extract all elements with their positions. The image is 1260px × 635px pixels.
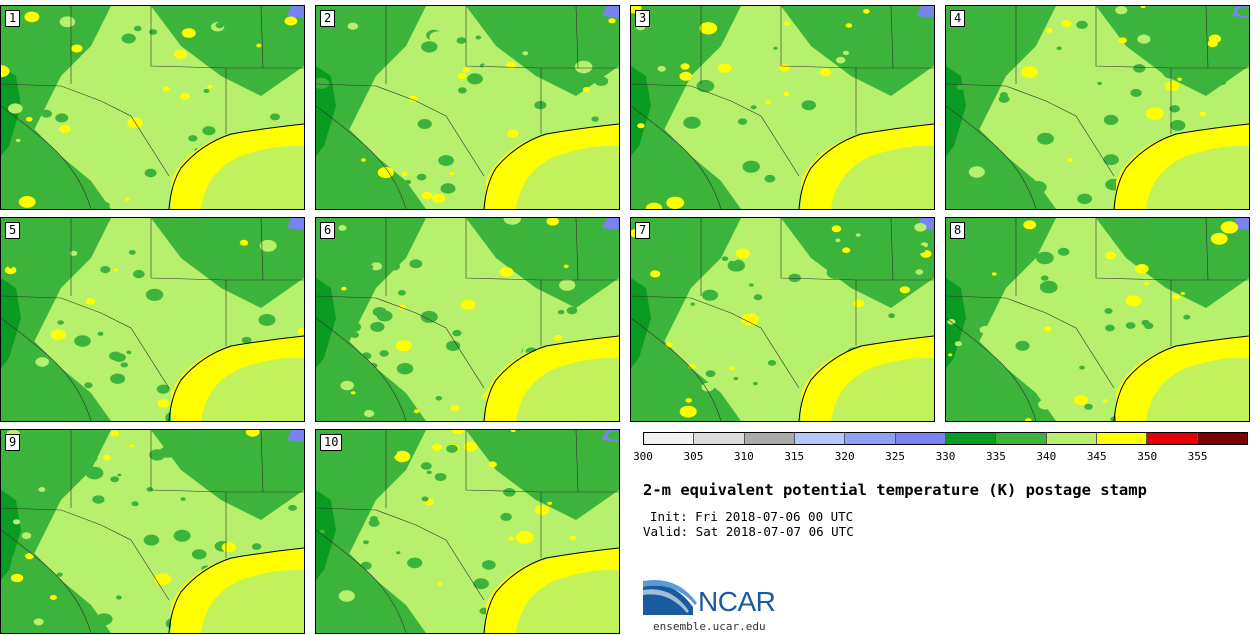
valid-time: Valid: Sat 2018-07-07 06 UTC <box>643 524 854 539</box>
colorbar-segment <box>1046 433 1097 444</box>
colorbar-segment <box>845 433 896 444</box>
colorbar-tick-label: 330 <box>935 450 956 463</box>
member-number: 5 <box>5 222 21 239</box>
member-number: 4 <box>950 10 966 27</box>
member-panel[interactable]: 3 <box>630 5 935 210</box>
ncar-logo-icon <box>643 579 697 615</box>
member-number: 9 <box>5 434 21 451</box>
ncar-logo-text: NCAR <box>698 586 776 617</box>
member-number: 3 <box>635 10 651 27</box>
colorbar-tick-label: 310 <box>733 450 754 463</box>
member-number: 1 <box>5 10 21 27</box>
colorbar-tick-label: 315 <box>784 450 805 463</box>
member-panel[interactable]: 1 <box>0 5 305 210</box>
colorbar-tick-label: 340 <box>1036 450 1057 463</box>
colorbar-tick-label: 320 <box>834 450 855 463</box>
colorbar-tick-label: 335 <box>985 450 1006 463</box>
colorbar-tick-label: 355 <box>1187 450 1208 463</box>
colorbar-segment <box>1197 433 1247 444</box>
plot-title: 2-m equivalent potential temperature (K)… <box>643 481 1147 499</box>
colorbar-segment <box>694 433 745 444</box>
member-panel[interactable]: 9 <box>0 429 305 634</box>
colorbar-segment <box>794 433 846 444</box>
member-panel[interactable]: 8 <box>945 217 1250 422</box>
member-number: 2 <box>320 10 336 27</box>
colorbar-tick-label: 325 <box>885 450 906 463</box>
member-panel[interactable]: 4 <box>945 5 1250 210</box>
colorbar-ticks: 300 305 310 315 320 325 330 335 340 345 350 355 <box>633 450 1248 466</box>
colorbar-segment <box>1096 433 1148 444</box>
colorbar <box>643 432 1248 445</box>
init-time: Init: Fri 2018-07-06 00 UTC <box>650 509 854 524</box>
colorbar-segment <box>945 433 997 444</box>
member-panel[interactable]: 10 <box>315 429 620 634</box>
colorbar-tick-label: 345 <box>1086 450 1107 463</box>
colorbar-tick-label: 300 <box>633 450 653 463</box>
colorbar-tick-label: 305 <box>683 450 704 463</box>
colorbar-segment <box>895 433 946 444</box>
member-panel[interactable]: 6 <box>315 217 620 422</box>
colorbar-segment <box>1147 433 1198 444</box>
colorbar-segment <box>744 433 795 444</box>
member-panel[interactable]: 2 <box>315 5 620 210</box>
member-number: 7 <box>635 222 651 239</box>
colorbar-segment <box>644 433 695 444</box>
colorbar-segment <box>996 433 1047 444</box>
member-panel[interactable]: 5 <box>0 217 305 422</box>
ensemble-url: ensemble.ucar.edu <box>653 620 766 633</box>
member-number: 8 <box>950 222 966 239</box>
member-number: 10 <box>320 434 343 451</box>
member-number: 6 <box>320 222 336 239</box>
colorbar-tick-label: 350 <box>1137 450 1158 463</box>
member-panel[interactable]: 7 <box>630 217 935 422</box>
